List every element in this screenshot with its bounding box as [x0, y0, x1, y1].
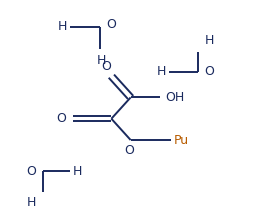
- Text: O: O: [26, 165, 36, 178]
- Text: O: O: [56, 112, 66, 125]
- Text: H: H: [58, 20, 67, 33]
- Text: O: O: [124, 144, 134, 157]
- Text: H: H: [97, 54, 106, 67]
- Text: H: H: [73, 165, 82, 178]
- Text: O: O: [106, 18, 116, 31]
- Text: O: O: [101, 60, 111, 73]
- Text: OH: OH: [165, 91, 184, 104]
- Text: Pu: Pu: [174, 134, 189, 146]
- Text: H: H: [157, 65, 166, 78]
- Text: O: O: [204, 65, 214, 78]
- Text: H: H: [27, 196, 36, 209]
- Text: H: H: [204, 34, 214, 47]
